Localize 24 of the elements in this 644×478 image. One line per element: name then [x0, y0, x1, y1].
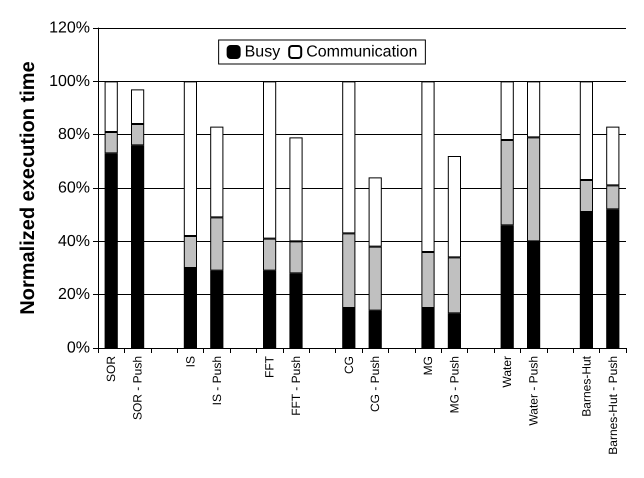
y-tick-label: 100% [49, 72, 90, 90]
x-tick-label: IS [183, 356, 198, 368]
x-tick-label: MG - Push [447, 356, 462, 414]
x-tick-label: CG - Push [368, 356, 382, 412]
x-tick-label: IS - Push [210, 356, 224, 406]
y-tick-label: 80% [58, 126, 90, 144]
x-tick-label: FFT [262, 355, 277, 378]
y-tick-label: 20% [58, 286, 90, 304]
legend-label: Busy [244, 44, 280, 60]
x-tick-label: SOR [104, 356, 118, 382]
x-tick-label: Water - Push [526, 356, 541, 426]
x-tick-label: Barnes-Hut [579, 355, 594, 417]
x-tick-label: CG [342, 356, 356, 374]
y-tick-label: 120% [49, 20, 90, 36]
x-tick-label: Water [500, 356, 514, 388]
y-tick-label: 0% [66, 340, 90, 356]
x-tick-label: SOR - Push [130, 356, 145, 420]
y-tick-label: 60% [58, 180, 90, 196]
y-tick-label: 40% [58, 232, 90, 250]
y-axis-title: Normalized execution time [17, 61, 40, 315]
x-tick-label: FFT - Push [289, 356, 303, 416]
x-tick-label: Barnes-Hut - Push [606, 356, 620, 455]
x-tick-label: MG [421, 356, 435, 376]
legend-label: Communication [306, 44, 418, 60]
